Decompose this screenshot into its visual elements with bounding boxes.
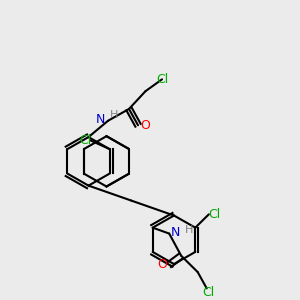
Text: O: O <box>157 258 166 271</box>
Text: Cl: Cl <box>79 134 91 147</box>
Text: H: H <box>184 225 193 235</box>
Text: Cl: Cl <box>156 73 168 86</box>
Text: N: N <box>171 226 181 238</box>
Text: Cl: Cl <box>208 208 220 221</box>
Text: Cl: Cl <box>202 286 214 299</box>
Text: O: O <box>141 119 150 132</box>
Text: N: N <box>96 113 105 126</box>
Text: H: H <box>110 110 118 121</box>
